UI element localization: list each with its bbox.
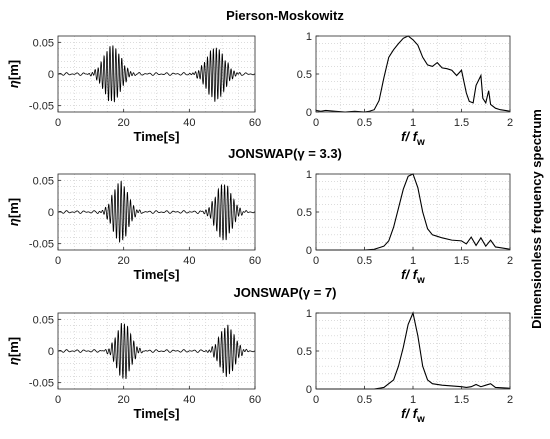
y-tick-label: 1 xyxy=(306,308,312,320)
x-tick-label: 0 xyxy=(313,255,319,267)
y-tick-label: 0.05 xyxy=(33,37,54,49)
y-tick-label: 0.5 xyxy=(297,207,312,219)
y-tick-label: 0 xyxy=(306,245,312,257)
series-line xyxy=(316,173,511,251)
series-line xyxy=(57,323,256,380)
chart-title: JONSWAP(γ = 7) xyxy=(234,285,337,300)
y-tick-label: -0.05 xyxy=(29,378,54,390)
y-axis-label: η[m] xyxy=(6,60,21,88)
series-line xyxy=(57,180,256,243)
y-tick-label: 0.05 xyxy=(33,175,54,187)
y-tick-label: 0.05 xyxy=(33,314,54,326)
panel-3: 0 0.5 1 1.5 200.51f/ fw xyxy=(297,169,513,286)
x-axis-label: Time[s] xyxy=(134,267,180,282)
x-tick-label: 0 xyxy=(313,394,319,406)
x-tick-label: 40 xyxy=(183,255,195,267)
x-tick-label: 0.5 xyxy=(357,394,372,406)
panel-5: 0 0.5 1 1.5 200.51f/ fw xyxy=(297,308,513,425)
x-tick-label: 20 xyxy=(118,394,130,406)
x-tick-label: 60 xyxy=(249,117,261,129)
x-tick-label: 1.5 xyxy=(454,394,469,406)
y-tick-label: -0.05 xyxy=(29,239,54,251)
x-tick-label: 20 xyxy=(118,117,130,129)
y-axis-label: η[m] xyxy=(6,337,21,365)
side-label: Dimensionless frequency spectrum xyxy=(529,109,544,329)
x-tick-label: 1 xyxy=(410,117,416,129)
series-line xyxy=(316,311,511,390)
x-tick-label: 1.5 xyxy=(454,117,469,129)
x-tick-label: 1 xyxy=(410,394,416,406)
x-tick-label: 0 xyxy=(313,117,319,129)
x-tick-label: 20 xyxy=(118,255,130,267)
y-tick-label: 0.5 xyxy=(297,69,312,81)
x-tick-label: 1 xyxy=(410,255,416,267)
x-tick-label: 0 xyxy=(55,255,61,267)
x-tick-label: 0.5 xyxy=(357,255,372,267)
y-tick-label: 0.5 xyxy=(297,346,312,358)
x-tick-label: 40 xyxy=(183,117,195,129)
y-tick-label: 0 xyxy=(306,107,312,119)
x-tick-label: 0 xyxy=(55,394,61,406)
y-tick-label: 0 xyxy=(306,384,312,396)
y-tick-label: 0 xyxy=(48,346,54,358)
y-tick-label: -0.05 xyxy=(29,101,54,113)
x-tick-label: 60 xyxy=(249,255,261,267)
x-axis-label: f/ fw xyxy=(401,406,425,425)
x-tick-label: 2 xyxy=(507,394,513,406)
x-tick-label: 0.5 xyxy=(357,117,372,129)
y-tick-label: 1 xyxy=(306,31,312,43)
x-tick-label: 0 xyxy=(55,117,61,129)
x-axis-label: Time[s] xyxy=(134,406,180,421)
x-axis-label: f/ fw xyxy=(401,129,425,148)
series-line xyxy=(57,45,256,103)
chart-title: Pierson-Moskowitz xyxy=(226,8,344,23)
y-tick-label: 0 xyxy=(48,69,54,81)
chart-title: JONSWAP(γ = 3.3) xyxy=(228,146,342,161)
x-tick-label: 2 xyxy=(507,255,513,267)
x-tick-label: 60 xyxy=(249,394,261,406)
x-axis-label: Time[s] xyxy=(134,129,180,144)
y-tick-label: 0 xyxy=(48,207,54,219)
x-tick-label: 40 xyxy=(183,394,195,406)
x-tick-label: 2 xyxy=(507,117,513,129)
y-axis-label: η[m] xyxy=(6,198,21,226)
x-axis-label: f/ fw xyxy=(401,267,425,286)
panel-1: 0 0.5 1 1.5 200.51f/ fw xyxy=(297,31,513,148)
y-tick-label: 1 xyxy=(306,169,312,181)
x-tick-label: 1.5 xyxy=(454,255,469,267)
